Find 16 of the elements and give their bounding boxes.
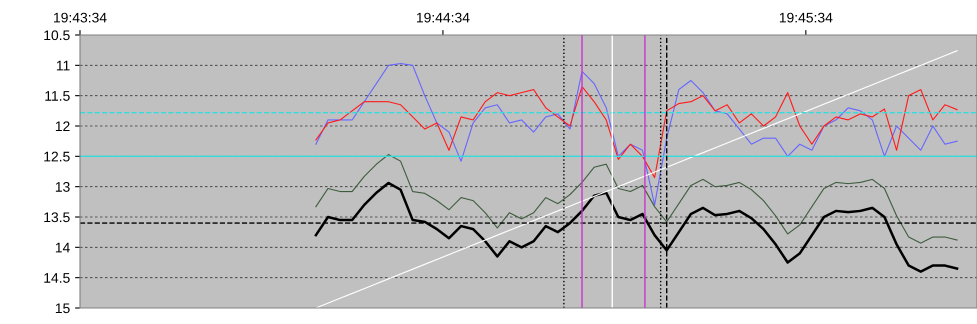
x-tick-label: 19:45:34 (780, 12, 832, 23)
y-tick-label: 13.5 (44, 212, 70, 222)
y-tick-label: 14.5 (44, 273, 70, 283)
y-tick-label: 13 (56, 182, 70, 192)
y-tick-label: 11 (56, 60, 70, 70)
x-tick-label: 19:43:34 (54, 12, 107, 23)
line-series (315, 62, 958, 206)
y-tick-label: 14 (56, 242, 70, 252)
y-tick-label: 12 (56, 121, 70, 132)
y-tick-label: 10.5 (44, 30, 70, 40)
y-tick-label: 12.5 (44, 152, 70, 162)
y-tick-label: 11.5 (45, 91, 70, 101)
line-series (315, 154, 958, 244)
y-tick-label: 15 (56, 303, 70, 314)
x-tick-label: 19:44:34 (416, 12, 470, 23)
line-series (315, 86, 958, 178)
